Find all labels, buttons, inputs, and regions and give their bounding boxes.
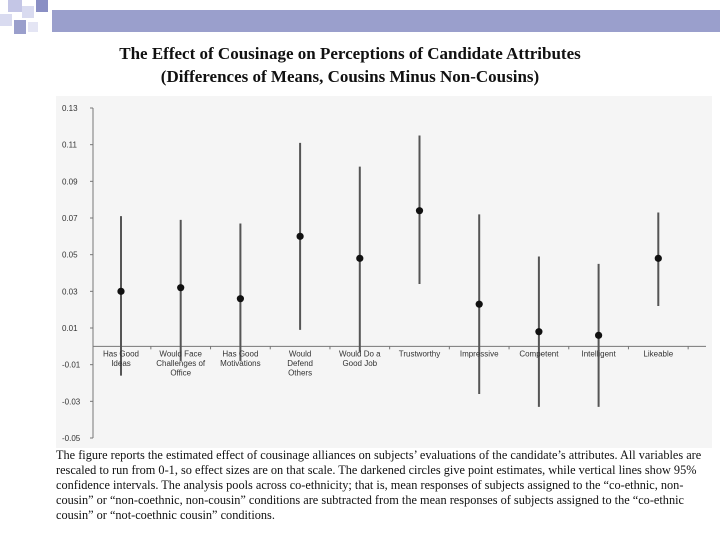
x-category-label-line: Has Good [222, 349, 258, 358]
x-category-label-line: Challenges of [156, 359, 206, 368]
x-category-label: Competent [519, 349, 559, 358]
y-tick-label: 0.01 [62, 324, 78, 333]
x-category-label-line: Competent [519, 349, 559, 358]
y-tick-label: 0.11 [62, 141, 78, 150]
x-category-label-line: Would [289, 349, 312, 358]
title-line-1: The Effect of Cousinage on Perceptions o… [119, 44, 581, 63]
point-estimate [475, 300, 483, 308]
x-category-label-line: Good Job [342, 359, 377, 368]
chart-panel: 0.13 0.11 0.09 0.07 0.05 0.03 0.01 -0.01 -0.03 -0… [56, 96, 712, 448]
point-estimate [654, 254, 662, 262]
x-category-label: Would Defend Others [287, 349, 313, 377]
y-tick-label: -0.01 [62, 361, 81, 370]
point-estimate [177, 284, 185, 292]
slide-title: The Effect of Cousinage on Perceptions o… [30, 42, 670, 88]
x-category-label-line: Others [288, 368, 312, 377]
corner-decoration [0, 0, 48, 34]
point-estimate [595, 331, 603, 339]
x-category-label-line: Motivations [220, 359, 260, 368]
corner-square [0, 14, 12, 26]
y-tick-label: 0.05 [62, 251, 78, 260]
corner-square [14, 20, 26, 34]
x-category-label-line: Office [170, 368, 191, 377]
x-category-label: Would Face Challenges of Office [156, 349, 206, 377]
y-tick-label: -0.03 [62, 397, 81, 406]
x-category-label: Likeable [643, 349, 673, 358]
x-category-label-line: Would Face [159, 349, 202, 358]
figure-caption: The figure reports the estimated effect … [56, 448, 702, 522]
x-category-label-line: Trustworthy [399, 349, 441, 358]
corner-square [36, 0, 48, 12]
x-category-label: Has Good Ideas [103, 349, 139, 368]
x-category-label: Has Good Motivations [220, 349, 260, 368]
corner-square [8, 0, 22, 12]
y-tick-label: 0.09 [62, 177, 78, 186]
title-line-2: (Differences of Means, Cousins Minus Non… [160, 67, 540, 86]
x-category-label-line: Defend [287, 359, 313, 368]
x-category-label-line: Likeable [643, 349, 673, 358]
y-tick-label: 0.07 [62, 214, 78, 223]
chart-svg: 0.13 0.11 0.09 0.07 0.05 0.03 0.01 -0.01 -0.03 -0… [62, 104, 706, 443]
x-category-label-line: Impressive [460, 349, 499, 358]
y-tick-label: 0.13 [62, 104, 78, 113]
point-estimate [535, 328, 543, 336]
y-tick-label: -0.05 [62, 434, 81, 443]
point-estimate [296, 232, 304, 240]
x-category-label-line: Intelligent [581, 349, 616, 358]
point-estimate [415, 207, 424, 215]
x-category-label-line: Would Do a [339, 349, 381, 358]
x-category-label: Impressive [460, 349, 499, 358]
x-category-label-line: Has Good [103, 349, 139, 358]
point-estimate [117, 287, 125, 295]
corner-square [28, 22, 38, 32]
header-accent-bar [52, 10, 720, 32]
x-category-label: Trustworthy [399, 349, 441, 358]
y-tick-label: 0.03 [62, 287, 78, 296]
point-estimate [236, 295, 244, 303]
x-category-label: Would Do a Good Job [339, 349, 381, 368]
x-category-label-line: Ideas [111, 359, 131, 368]
point-estimate [356, 254, 364, 262]
corner-square [22, 6, 34, 18]
x-category-label: Intelligent [581, 349, 616, 358]
